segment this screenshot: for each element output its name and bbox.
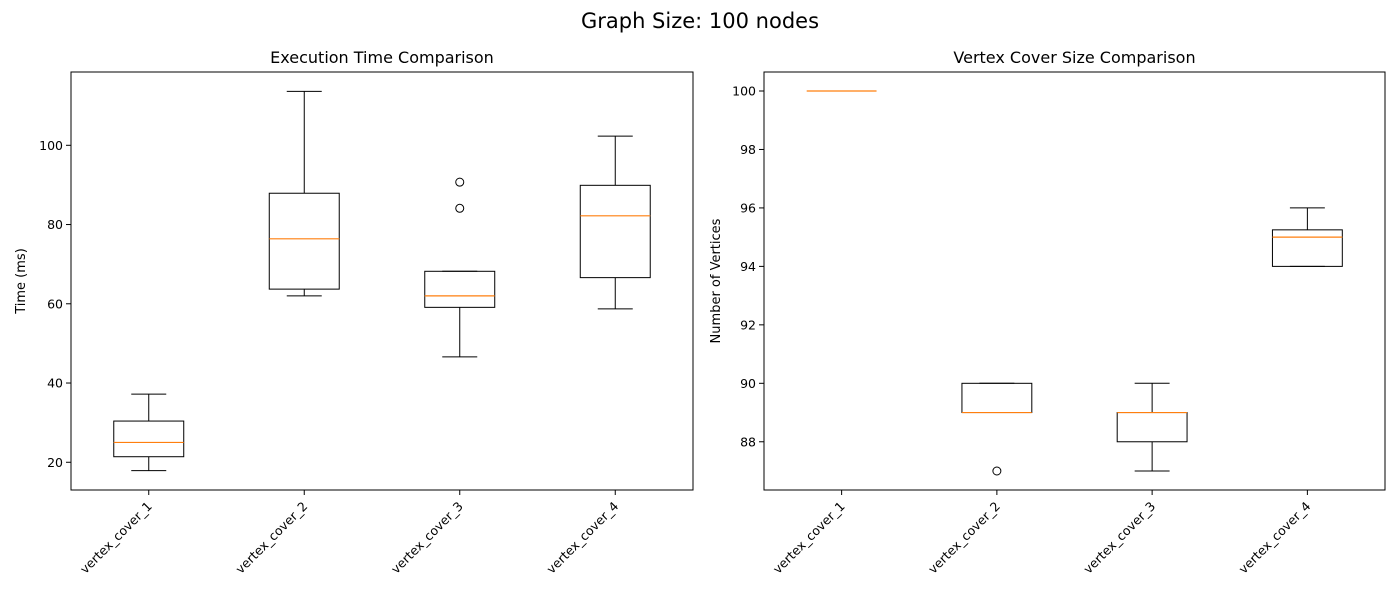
iqr-box (1271, 229, 1343, 267)
execution-time-y-tick-label: 80 (47, 217, 63, 232)
vertex-cover-size-y-tick-label: 96 (740, 200, 756, 215)
execution-time-x-tick-label: vertex_cover_4 (543, 498, 621, 576)
vertex-cover-size-x-tick-label: vertex_cover_4 (1236, 498, 1314, 576)
vertex-cover-size-y-axis-label: Number of Vertices (709, 218, 724, 343)
execution-time-box-3 (424, 177, 496, 358)
vertex-cover-size-y-tick-label: 100 (732, 84, 756, 99)
outlier-point (992, 466, 1002, 476)
figure-suptitle: Graph Size: 100 nodes (581, 9, 819, 33)
vertex-cover-size-y-tick-label: 98 (740, 142, 756, 157)
vertex-cover-size-y-tick-label: 92 (740, 317, 756, 332)
vertex-cover-size-box-2 (961, 382, 1033, 476)
execution-time-panel: Execution Time Comparison Time (ms) 20 40 60… (14, 48, 694, 577)
vertex-cover-size-y-tick-label: 90 (740, 376, 756, 391)
execution-time-y-tick-label: 40 (47, 376, 63, 391)
execution-time-box-4 (579, 135, 651, 310)
vertex-cover-size-axes-frame (763, 71, 1386, 491)
vertex-cover-size-panel: Vertex Cover Size Comparison Number of Ve… (709, 48, 1386, 577)
iqr-box (268, 192, 340, 290)
outlier-point (455, 177, 465, 187)
outlier-point (455, 203, 465, 213)
execution-time-x-tick-label: vertex_cover_2 (232, 499, 310, 577)
execution-time-y-tick-label: 100 (39, 138, 63, 153)
iqr-box (424, 270, 496, 308)
vertex-cover-size-title: Vertex Cover Size Comparison (953, 48, 1195, 67)
vertex-cover-size-y-tick-label: 88 (740, 434, 756, 449)
iqr-box (1116, 412, 1188, 443)
iqr-box (579, 184, 651, 279)
iqr-box (113, 420, 185, 458)
vertex-cover-size-box-3 (1116, 382, 1188, 472)
execution-time-box-2 (268, 90, 340, 297)
execution-time-x-tick-label: vertex_cover_1 (77, 499, 155, 577)
vertex-cover-size-y-tick-label: 94 (740, 259, 756, 274)
execution-time-axes-frame (70, 71, 694, 491)
vertex-cover-size-box-4 (1271, 207, 1343, 267)
execution-time-y-axis-label: Time (ms) (14, 248, 29, 315)
execution-time-y-tick-label: 60 (47, 296, 63, 311)
vertex-cover-size-x-tick-label: vertex_cover_1 (770, 499, 848, 577)
vertex-cover-size-x-tick-label: vertex_cover_2 (925, 499, 1003, 577)
execution-time-box-1 (113, 393, 185, 472)
execution-time-x-tick-label: vertex_cover_3 (388, 499, 466, 577)
vertex-cover-size-x-tick-label: vertex_cover_3 (1080, 499, 1158, 577)
iqr-box (961, 382, 1033, 414)
execution-time-y-tick-label: 20 (47, 455, 63, 470)
execution-time-title: Execution Time Comparison (270, 48, 494, 67)
